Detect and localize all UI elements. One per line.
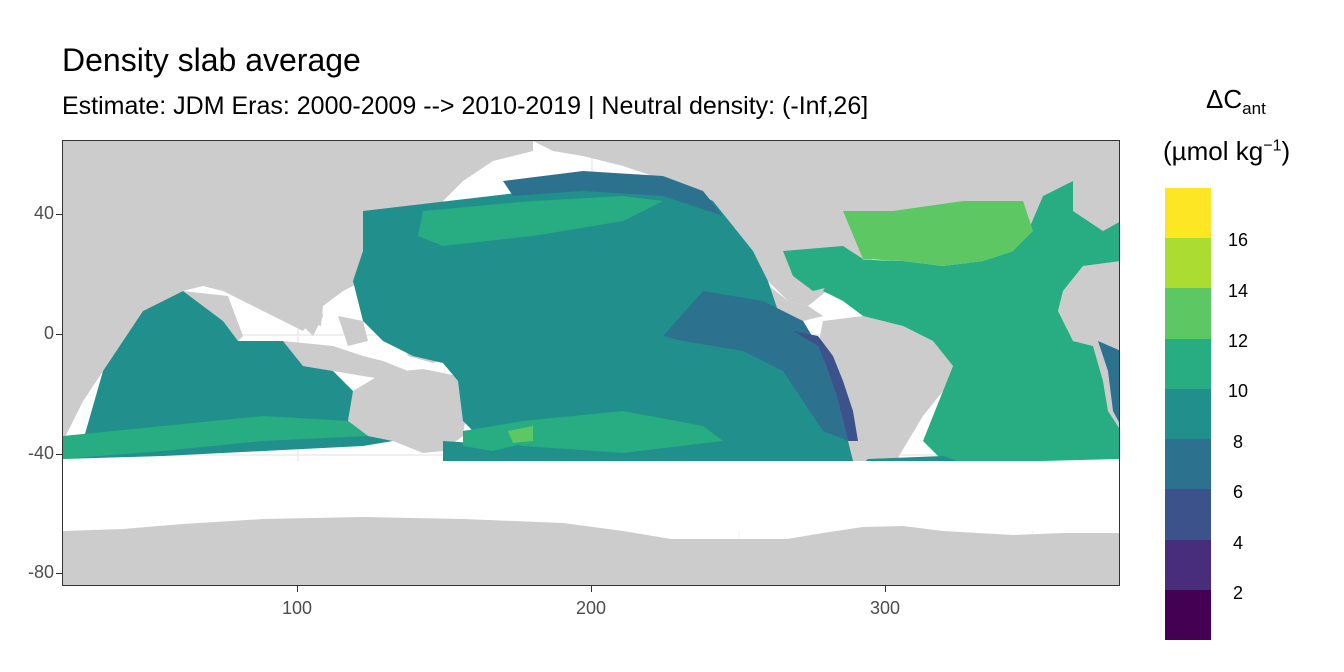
legend-swatch	[1165, 539, 1211, 591]
legend-swatch	[1165, 288, 1211, 340]
legend-units: (µmol kg−1)	[1163, 136, 1291, 166]
y-tick-label: 0	[43, 323, 54, 343]
y-tick-mark	[56, 573, 62, 574]
ocean-field	[63, 171, 1119, 471]
legend-swatch	[1165, 439, 1211, 490]
map-svg	[63, 141, 1119, 585]
legend-swatch	[1165, 489, 1211, 541]
legend-swatch	[1165, 589, 1211, 641]
legend-swatch	[1165, 238, 1211, 289]
y-tick-label: -80	[27, 562, 54, 582]
y-tick-mark	[56, 334, 62, 335]
y-tick-mark	[56, 214, 62, 215]
legend-label: 2	[1232, 583, 1243, 603]
x-tick-label: 100	[281, 598, 313, 618]
x-tick-mark	[591, 586, 592, 592]
legend-swatch	[1165, 388, 1211, 440]
x-tick-label: 200	[575, 598, 607, 618]
y-tick-mark	[56, 454, 62, 455]
legend-label: 14	[1227, 281, 1249, 301]
x-tick-mark	[297, 586, 298, 592]
legend-swatch	[1165, 188, 1211, 239]
legend-label: 16	[1227, 230, 1249, 250]
legend-label: 8	[1232, 432, 1243, 452]
legend-label: 12	[1227, 331, 1249, 351]
legend-swatch	[1165, 338, 1211, 390]
map-panel	[62, 140, 1120, 586]
chart-subtitle: Estimate: JDM Eras: 2000-2009 --> 2010-2…	[62, 92, 869, 120]
legend-label: 4	[1232, 533, 1243, 553]
legend-label: 10	[1227, 381, 1249, 401]
y-tick-label: -40	[27, 443, 54, 463]
x-tick-label: 300	[869, 598, 901, 618]
chart-title: Density slab average	[62, 42, 361, 78]
y-tick-label: 40	[33, 203, 54, 223]
legend-label: 6	[1232, 482, 1243, 502]
legend-colorbar	[1165, 188, 1211, 641]
x-tick-mark	[885, 586, 886, 592]
legend-title: ΔCant	[1206, 84, 1266, 119]
southern-ocean-blank	[63, 461, 1119, 531]
